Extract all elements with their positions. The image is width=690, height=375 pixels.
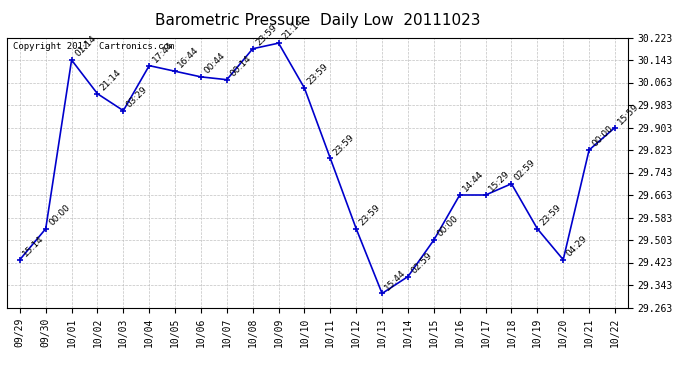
Text: 02:59: 02:59 [513, 158, 538, 182]
Text: 00:00: 00:00 [435, 214, 460, 238]
Text: 15:29: 15:29 [487, 169, 511, 194]
Text: Copyright 2011  Cartronics.com: Copyright 2011 Cartronics.com [13, 42, 175, 51]
Text: 04:29: 04:29 [564, 234, 589, 258]
Text: 15:59: 15:59 [616, 102, 641, 126]
Text: 23:59: 23:59 [539, 203, 563, 227]
Text: 16:44: 16:44 [177, 45, 201, 70]
Text: 23:59: 23:59 [332, 132, 356, 157]
Text: 15:14: 15:14 [21, 234, 46, 258]
Text: 00:00: 00:00 [47, 203, 72, 227]
Text: 00:14: 00:14 [228, 54, 253, 78]
Text: 01:14: 01:14 [73, 34, 97, 58]
Text: 14:44: 14:44 [461, 169, 486, 194]
Text: 21:14: 21:14 [99, 68, 124, 92]
Text: 00:44: 00:44 [202, 51, 227, 75]
Text: 00:00: 00:00 [591, 124, 615, 148]
Text: 02:59: 02:59 [409, 251, 434, 275]
Text: 23:59: 23:59 [357, 203, 382, 227]
Text: 15:44: 15:44 [384, 268, 408, 292]
Text: Barometric Pressure  Daily Low  20111023: Barometric Pressure Daily Low 20111023 [155, 13, 480, 28]
Text: 21:14: 21:14 [280, 17, 304, 42]
Text: 23:59: 23:59 [306, 62, 331, 87]
Text: 17:44: 17:44 [150, 40, 175, 64]
Text: 23:59: 23:59 [254, 23, 279, 47]
Text: 03:29: 03:29 [125, 85, 149, 109]
